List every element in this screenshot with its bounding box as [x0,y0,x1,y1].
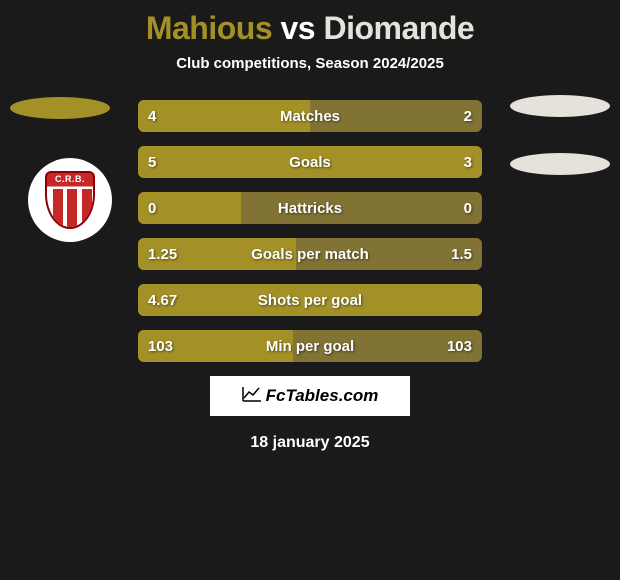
stat-value-right: 1.5 [451,246,472,263]
stat-value-right: 103 [447,338,472,355]
stat-value-left: 4.67 [148,292,177,309]
stat-value-right: 0 [464,200,472,217]
stat-row: 4 Matches 2 [138,100,482,132]
stat-label: Min per goal [266,338,354,355]
stat-row: 1.25 Goals per match 1.5 [138,238,482,270]
player2-name: Diomande [323,10,474,46]
footer-logo-text: FcTables.com [266,386,379,406]
stat-label: Goals [289,154,331,171]
stat-value-left: 0 [148,200,156,217]
stat-row: 4.67 Shots per goal [138,284,482,316]
stat-value-left: 5 [148,154,156,171]
stat-label: Goals per match [251,246,369,263]
stats-bars: 4 Matches 2 5 Goals 3 0 Hattricks 0 1.25 Goals per… [138,100,482,362]
content-area: C.R.B. 4 Matches 2 5 Goals 3 0 Hattricks 0 1.25 Go… [0,100,620,362]
player2-shape2 [510,153,610,175]
page-title: Mahious vs Diomande [0,0,620,47]
stat-value-left: 1.25 [148,246,177,263]
player1-name: Mahious [146,10,272,46]
club-badge: C.R.B. [28,158,112,242]
stat-value-left: 103 [148,338,173,355]
stat-value-right: 3 [464,154,472,171]
club-badge-text: C.R.B. [47,174,93,184]
footer-logo: FcTables.com [210,376,410,416]
chart-icon [242,386,262,407]
stat-value-left: 4 [148,108,156,125]
subtitle: Club competitions, Season 2024/2025 [0,55,620,72]
stat-label: Hattricks [278,200,342,217]
stat-row: 5 Goals 3 [138,146,482,178]
vs-text: vs [281,10,316,46]
player1-shape [10,97,110,119]
stat-row: 103 Min per goal 103 [138,330,482,362]
player2-shape [510,95,610,117]
stat-label: Shots per goal [258,292,362,309]
stat-value-right: 2 [464,108,472,125]
footer-date: 18 january 2025 [0,434,620,452]
stat-label: Matches [280,108,340,125]
stat-row: 0 Hattricks 0 [138,192,482,224]
